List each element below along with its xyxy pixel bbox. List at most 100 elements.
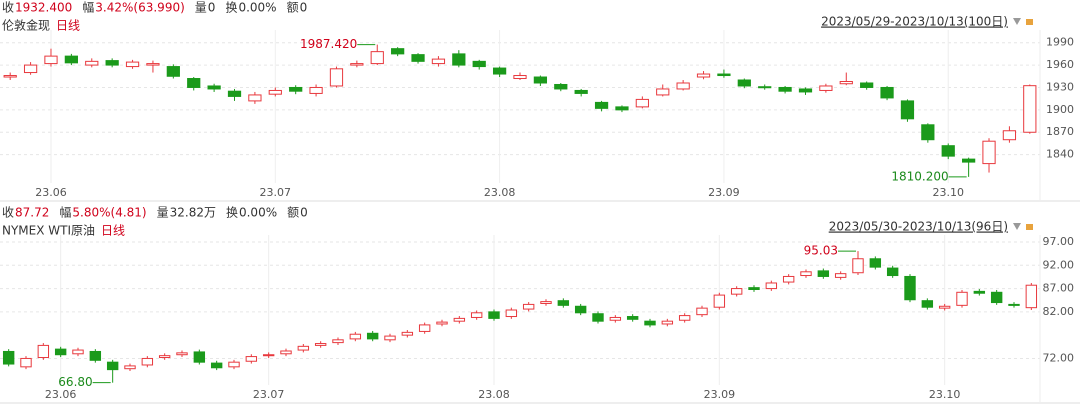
candle-body xyxy=(193,351,206,363)
candle-body xyxy=(574,89,588,94)
x-tick-label: 23.06 xyxy=(35,186,67,199)
candle-body xyxy=(594,101,609,109)
lock-icon xyxy=(1026,224,1033,230)
stat-key: 幅 xyxy=(82,0,94,15)
candle-body xyxy=(23,64,38,74)
candle-body xyxy=(574,305,587,314)
y-tick-label: 87.00 xyxy=(1043,282,1075,295)
candle-body xyxy=(2,350,15,365)
stat-value: 0.00% xyxy=(238,1,276,15)
candle-body xyxy=(314,343,327,346)
candle-body xyxy=(89,350,102,361)
candle-body xyxy=(176,352,188,356)
candle-body xyxy=(280,350,292,355)
candle-body xyxy=(505,309,518,318)
y-tick-label: 82.00 xyxy=(1043,305,1075,318)
y-tick-label: 97.00 xyxy=(1043,235,1075,248)
stat-key: 换 xyxy=(226,206,238,220)
candle-body xyxy=(962,158,976,163)
candle-body xyxy=(661,320,674,325)
candle-body xyxy=(248,94,262,102)
range-dropdown xyxy=(1013,18,1021,25)
date-range: 2023/05/30-2023/10/13(96日) xyxy=(829,220,1008,234)
candle-body xyxy=(748,287,760,291)
candle-body xyxy=(370,51,384,65)
candle-body xyxy=(146,63,160,66)
x-tick-label: 23.08 xyxy=(484,186,516,199)
stat-value: 87.72 xyxy=(15,206,49,220)
stat-value: 0.00% xyxy=(239,206,277,220)
candle-body xyxy=(3,75,17,78)
y-tick-label: 92.00 xyxy=(1043,258,1075,271)
candle-body xyxy=(676,82,690,90)
high-label: 1987.420 xyxy=(300,37,357,51)
candle-body xyxy=(554,83,568,90)
candle-body xyxy=(289,86,303,92)
candle-body xyxy=(696,73,711,78)
candle-body xyxy=(488,311,500,319)
candle-body xyxy=(696,307,708,316)
candle-body xyxy=(644,320,656,326)
candle-body xyxy=(329,68,344,87)
y-tick-label: 1870 xyxy=(1046,125,1074,138)
candle-body xyxy=(609,316,622,321)
candle-body xyxy=(990,291,1003,304)
candle-body xyxy=(713,294,726,308)
period-tag: 日线 xyxy=(56,19,80,33)
candle-body xyxy=(472,60,486,68)
candle-body xyxy=(615,106,629,111)
x-tick-label: 23.09 xyxy=(708,186,740,199)
candle-body xyxy=(839,80,853,85)
candle-body xyxy=(187,78,201,88)
candle-body xyxy=(492,67,507,75)
candle-body xyxy=(717,73,731,77)
candle-body xyxy=(860,82,874,88)
candle-body xyxy=(782,275,795,283)
candle-body xyxy=(227,90,242,97)
stat-key: 幅 xyxy=(59,205,71,220)
stat-key: 量 xyxy=(157,206,169,220)
low-label: 1810.200 xyxy=(891,169,948,183)
candle-body xyxy=(778,86,792,92)
candle-body xyxy=(418,324,431,332)
candle-body xyxy=(900,100,915,120)
stat-key: 额 xyxy=(287,206,299,220)
candle-body xyxy=(411,54,425,62)
candle-body xyxy=(309,86,323,94)
candle-body xyxy=(436,321,448,325)
low-label: 66.80 xyxy=(58,375,92,389)
candle-body xyxy=(758,86,772,89)
candle-body xyxy=(20,357,32,368)
candle-body xyxy=(730,288,743,295)
candle-body xyxy=(982,140,996,165)
candle-body xyxy=(798,88,813,93)
x-tick-label: 23.07 xyxy=(253,388,285,401)
candle-body xyxy=(656,88,670,96)
candle-body xyxy=(533,76,548,84)
period-tag: 日线 xyxy=(101,224,125,238)
date-range: 2023/05/29-2023/10/13(100日) xyxy=(821,15,1008,29)
candle-body xyxy=(817,270,830,277)
candle-body xyxy=(158,355,171,359)
stat-value: 3.42%(63.990) xyxy=(95,1,184,15)
y-tick-label: 1960 xyxy=(1046,58,1074,71)
candle-body xyxy=(85,60,99,66)
candle-body xyxy=(834,273,847,278)
candle-body xyxy=(210,362,223,369)
candle-body xyxy=(268,89,282,95)
candle-body xyxy=(245,356,258,362)
candle-body xyxy=(886,267,899,277)
candle-body xyxy=(678,315,691,321)
y-tick-label: 1900 xyxy=(1046,103,1074,116)
candle-body xyxy=(869,258,882,268)
stat-value: 0 xyxy=(300,1,308,15)
x-tick-label: 23.06 xyxy=(45,388,77,401)
candle-body xyxy=(44,55,58,65)
candle-body xyxy=(765,282,778,290)
instrument-name: NYMEX WTI原油 xyxy=(2,224,95,238)
candle-body xyxy=(332,339,344,344)
candle-body xyxy=(106,361,119,371)
x-tick-label: 23.08 xyxy=(478,388,510,401)
candle-body xyxy=(141,357,154,366)
